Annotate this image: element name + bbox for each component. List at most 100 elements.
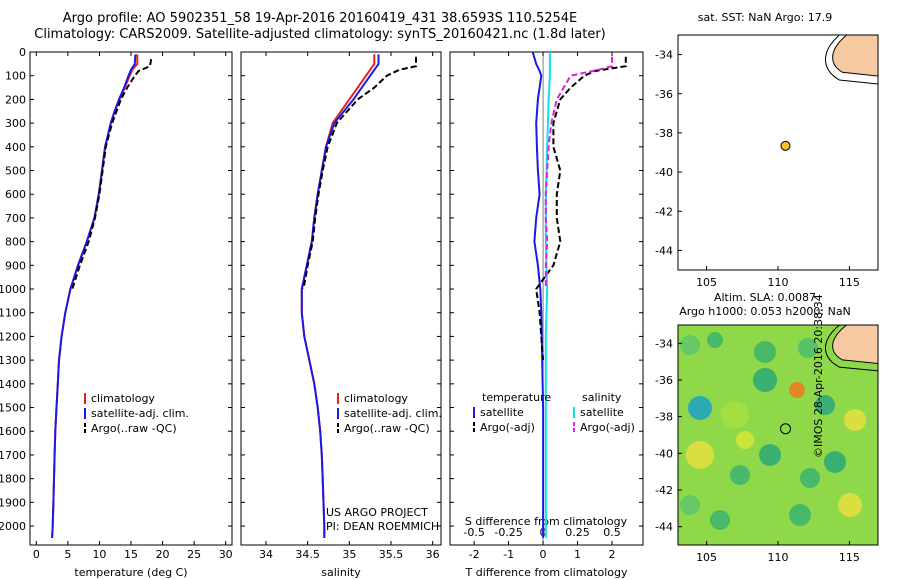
sla-map-anomaly-blob	[754, 341, 776, 363]
title-line-1: Argo profile: AO 5902351_58 19-Apr-2016 …	[62, 11, 578, 26]
difference-xtick-label: 1	[574, 548, 581, 561]
diff-legend-header-sal: salinity	[582, 391, 622, 404]
sst-map-ytick-label: -44	[655, 244, 673, 257]
tdiff-legend-label: satellite	[480, 406, 524, 419]
sdiff-legend-label: Argo(-adj)	[580, 421, 635, 434]
sdiff-tick-label: 0.25	[565, 526, 590, 539]
sst-map-ytick-label: -38	[655, 127, 673, 140]
salinity-frame	[240, 51, 442, 546]
sla-map-xtick-label: 115	[839, 551, 860, 564]
tdiff-satellite-line	[531, 51, 545, 538]
sla-map-anomaly-blob	[707, 332, 723, 348]
sst-map-argo-float-marker	[780, 140, 791, 151]
depth-tick-label: 1600	[0, 425, 26, 438]
sdiff-legend-label: satellite	[580, 406, 624, 419]
sal-legend-label: satellite-adj. clim.	[344, 407, 442, 420]
sla-map-anomaly-blob	[721, 401, 749, 429]
sla-map-ytick-label: -40	[655, 447, 673, 460]
sla-map-xtick-label: 105	[696, 551, 717, 564]
depth-tick-label: 900	[5, 259, 26, 272]
temp-legend-label: climatology	[91, 392, 155, 405]
sal-argo-line	[302, 56, 417, 290]
temperature-xtick-label: 30	[219, 548, 233, 561]
salinity-xtick-label: 34.5	[295, 548, 320, 561]
temp-satellite-line	[51, 54, 137, 538]
sst-map-ytick-label: -34	[655, 49, 673, 62]
diff-legend-header-temp: temperature	[482, 391, 551, 404]
sla-map-anomaly-blob	[759, 444, 781, 466]
temp-argo-line	[71, 58, 153, 290]
temperature-xtick-label: 5	[64, 548, 71, 561]
depth-tick-label: 700	[5, 212, 26, 225]
sla-map-anomaly-blob	[753, 368, 777, 392]
difference-xtick-label: -1	[503, 548, 514, 561]
sla-map-anomaly-blob	[824, 451, 846, 473]
sla-map-anomaly-blob	[838, 493, 862, 517]
sla-map-ytick-label: -42	[655, 484, 673, 497]
temperature-xlabel: temperature (deg C)	[74, 566, 187, 579]
sla-map-anomaly-blob	[686, 441, 714, 469]
depth-tick-label: 1100	[0, 307, 26, 320]
depth-tick-label: 200	[5, 93, 26, 106]
sla-map-anomaly-blob	[680, 335, 700, 355]
sla-map-anomaly-blob	[789, 504, 811, 526]
temperature-xtick-label: 15	[124, 548, 138, 561]
pi-annotation-line-1: US ARGO PROJECT	[326, 506, 428, 519]
sla-map-anomaly-blob	[800, 468, 820, 488]
sla-map-anomaly-blob	[789, 382, 805, 398]
sst-map-ytick-label: -40	[655, 166, 673, 179]
sla-map-anomaly-blob	[815, 395, 835, 415]
sla-map-anomaly-blob	[736, 431, 754, 449]
salinity-xlabel: salinity	[321, 566, 361, 579]
salinity-xtick-label: 35.5	[379, 548, 404, 561]
sst-map-ytick-label: -42	[655, 205, 673, 218]
temperature-xtick-label: 25	[187, 548, 201, 561]
depth-tick-label: 2000	[0, 520, 26, 533]
sla-title-line-2: Argo h1000: 0.053 h2000: NaN	[679, 305, 851, 318]
sla-map-anomaly-blob	[688, 396, 712, 420]
pi-annotation-line-2: PI: DEAN ROEMMICH	[326, 520, 439, 533]
temperature-xtick-label: 20	[156, 548, 170, 561]
sla-map-xtick-label: 110	[768, 551, 789, 564]
sst-map-xtick-label: 110	[768, 276, 789, 289]
sal-legend-label: climatology	[344, 392, 408, 405]
depth-tick-label: 1400	[0, 378, 26, 391]
sla-map-ytick-label: -34	[655, 337, 673, 350]
depth-tick-label: 500	[5, 165, 26, 178]
sdiff-tick-label: 0.5	[603, 526, 621, 539]
depth-tick-label: 1500	[0, 402, 26, 415]
temperature-xtick-label: 0	[33, 548, 40, 561]
salinity-xtick-label: 35	[342, 548, 356, 561]
sal-satellite-line	[300, 54, 380, 538]
sst-map-ytick-label: -36	[655, 88, 673, 101]
tdiff-argo-line	[535, 56, 627, 361]
sla-map-anomaly-blob	[680, 495, 700, 515]
sla-map-ytick-label: -38	[655, 411, 673, 424]
salinity-xtick-label: 34	[259, 548, 273, 561]
sst-map-background	[678, 35, 878, 270]
sst-map-title: sat. SST: NaN Argo: 17.9	[697, 11, 833, 24]
depth-tick-label: 300	[5, 117, 26, 130]
difference-xtick-label: -2	[469, 548, 480, 561]
sst-map-xtick-label: 105	[696, 276, 717, 289]
sla-map-contour	[825, 324, 879, 372]
difference-xlabel: T difference from climatology	[465, 566, 628, 579]
depth-tick-label: 1900	[0, 496, 26, 509]
sla-map-land	[832, 324, 879, 365]
sst-map-xtick-label: 115	[839, 276, 860, 289]
sla-map-ytick-label: -44	[655, 521, 673, 534]
sdiff-tick-label: -0.25	[494, 526, 522, 539]
sdiff-argo-line	[544, 56, 613, 289]
tdiff-legend-label: Argo(-adj)	[480, 421, 535, 434]
temperature-xtick-label: 10	[92, 548, 106, 561]
sla-map-anomaly-blob	[844, 409, 866, 431]
sla-map-argo-float-marker	[780, 423, 792, 435]
depth-tick-label: 0	[19, 46, 26, 59]
sst-map-contour	[825, 34, 879, 85]
title-line-2: Climatology: CARS2009. Satellite-adjuste…	[34, 27, 606, 42]
temp-legend-label: satellite-adj. clim.	[91, 407, 189, 420]
salinity-xtick-label: 36	[426, 548, 440, 561]
depth-tick-label: 600	[5, 188, 26, 201]
sla-map-ytick-label: -36	[655, 374, 673, 387]
